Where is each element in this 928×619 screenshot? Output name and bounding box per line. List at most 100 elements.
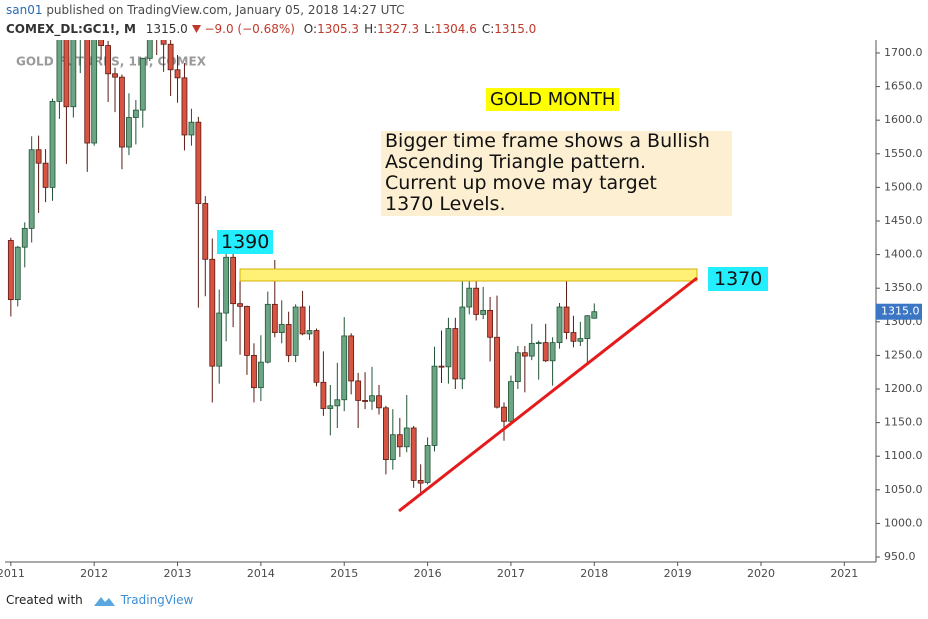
y-tick-label: 1600.0 xyxy=(884,113,923,126)
candle-body xyxy=(452,328,459,380)
y-tick-label: 1650.0 xyxy=(884,80,923,93)
candle-body xyxy=(306,330,313,335)
candle-body xyxy=(396,434,403,448)
candle-body xyxy=(237,303,243,307)
candle-body xyxy=(577,338,584,342)
candle-body xyxy=(160,40,167,45)
candle-body xyxy=(35,149,42,164)
plot-area xyxy=(7,40,598,493)
y-tick-label: 1200.0 xyxy=(884,382,923,395)
candle-body xyxy=(56,40,63,102)
candle-body xyxy=(299,306,306,335)
candle-body xyxy=(112,73,118,78)
header-line: san01 published on TradingView.com, Janu… xyxy=(6,3,404,17)
watermark: GOLD FUTURES, 1M, COMEX xyxy=(16,55,207,69)
candle-body xyxy=(320,381,327,409)
annotation-1390: 1390 xyxy=(217,230,274,254)
candle-body xyxy=(376,395,382,409)
candle-body xyxy=(466,287,473,308)
ohlc-key: L: xyxy=(424,22,435,36)
y-tick-label: 1350.0 xyxy=(884,281,923,294)
candle-body xyxy=(348,335,355,382)
candle-body xyxy=(84,40,91,144)
candle-body xyxy=(98,40,105,46)
candle-body xyxy=(167,43,174,71)
x-tick-label: 2021 xyxy=(830,567,858,580)
candle-body xyxy=(146,40,153,59)
candle-body xyxy=(271,303,278,333)
note-line: Bigger time frame shows a Bullish xyxy=(385,130,710,152)
candle-body xyxy=(591,311,598,319)
candle-body xyxy=(49,100,56,188)
candle-body xyxy=(257,361,264,389)
ohlc-value: 1327.3 xyxy=(377,22,420,36)
candle-body xyxy=(341,335,348,401)
candle-body xyxy=(438,365,445,368)
candle-body xyxy=(292,306,299,356)
candle-body xyxy=(7,240,14,301)
candle-body xyxy=(473,287,480,315)
candle-body xyxy=(417,480,424,484)
candle-body xyxy=(362,400,368,402)
candle-body xyxy=(195,121,202,204)
candle-body xyxy=(188,121,195,136)
candle-body xyxy=(139,57,146,111)
candle-body xyxy=(480,309,487,315)
candle-body xyxy=(251,355,257,389)
y-tick-label: 1150.0 xyxy=(884,416,923,429)
y-tick-label: 1000.0 xyxy=(884,516,923,529)
x-tick-label: 2019 xyxy=(664,567,692,580)
candle-body xyxy=(313,330,320,383)
annotation-1370: 1370 xyxy=(708,267,769,291)
annotations-layer xyxy=(239,268,698,513)
candle-body xyxy=(549,342,556,362)
y-tick-label: 1050.0 xyxy=(884,483,923,496)
x-tick-label: 2020 xyxy=(747,567,775,580)
trend-line xyxy=(398,276,698,513)
candle-body xyxy=(174,69,181,79)
candle-body xyxy=(542,342,549,362)
candle-body xyxy=(334,399,341,407)
candle-body xyxy=(535,342,542,345)
candle-body xyxy=(63,40,70,108)
x-tick-label: 2011 xyxy=(0,567,25,580)
candle-body xyxy=(403,427,410,448)
note-line: Current up move may target xyxy=(385,172,657,194)
change: −9.0 (−0.68%) xyxy=(204,22,295,36)
candle-body xyxy=(202,203,209,260)
ohlc-key: O: xyxy=(303,22,318,36)
brand-logo xyxy=(93,597,115,606)
y-tick-label: 1700.0 xyxy=(884,46,923,59)
candle-body xyxy=(28,149,35,229)
footer: Created with TradingView xyxy=(6,592,193,608)
candle-body xyxy=(216,312,223,367)
x-tick-label: 2012 xyxy=(80,567,108,580)
symbol: COMEX_DL:GC1!, M xyxy=(6,22,136,36)
x-tick-label: 2017 xyxy=(497,567,525,580)
candle-body xyxy=(508,381,514,422)
candle-body xyxy=(570,332,577,342)
ohlc-key: C: xyxy=(481,22,495,36)
last-value: 1315.0 xyxy=(145,22,188,36)
last-price-tag xyxy=(876,303,922,320)
candle-body xyxy=(126,117,132,148)
publisher: san01 xyxy=(6,3,43,17)
candle-body xyxy=(230,256,237,305)
x-tick-label: 2018 xyxy=(580,567,608,580)
candle-body xyxy=(91,40,98,144)
candle-body xyxy=(105,45,112,75)
created-with: Created with xyxy=(6,593,83,607)
candle-body xyxy=(244,305,250,356)
y-tick-label: 1450.0 xyxy=(884,214,923,227)
candle-body xyxy=(521,352,528,357)
candle-body xyxy=(584,315,591,340)
brand[interactable]: TradingView xyxy=(120,593,194,607)
candle-body xyxy=(487,309,493,338)
ohlc-value: 1304.6 xyxy=(434,22,477,36)
candle-body xyxy=(494,336,500,408)
candle-body xyxy=(459,306,466,380)
note-line: Ascending Triangle pattern. xyxy=(385,151,647,173)
candle-body xyxy=(424,445,431,483)
